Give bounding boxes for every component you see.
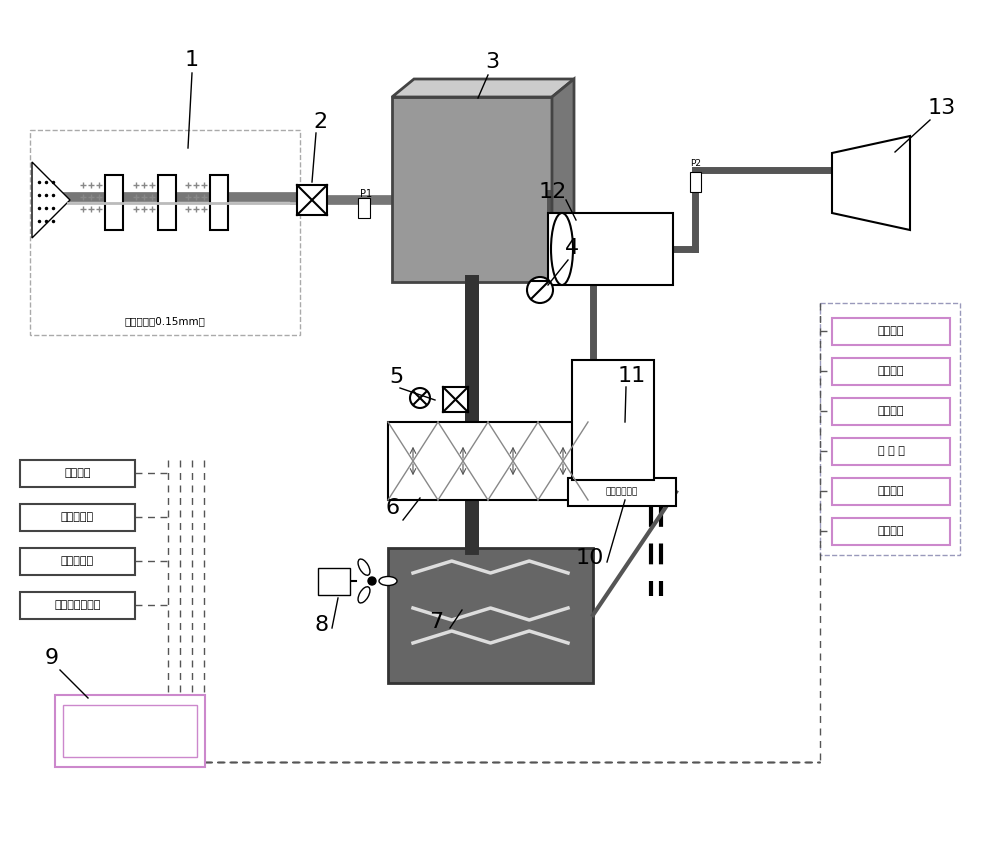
Bar — [392, 97, 552, 282]
Bar — [55, 695, 205, 767]
Bar — [832, 518, 950, 545]
Text: 进风压差: 进风压差 — [64, 468, 91, 478]
Polygon shape — [552, 79, 574, 282]
Text: 过滤系统（0.15mm）: 过滤系统（0.15mm） — [125, 316, 205, 326]
Text: 环境温度: 环境温度 — [878, 327, 904, 337]
Polygon shape — [832, 136, 910, 230]
Text: P2: P2 — [690, 159, 701, 168]
Text: 8: 8 — [315, 615, 329, 635]
Text: 13: 13 — [928, 98, 956, 118]
Bar — [832, 478, 950, 505]
Bar — [832, 318, 950, 345]
Bar — [297, 185, 327, 215]
Circle shape — [368, 577, 376, 585]
Text: 真空泵排气温度: 真空泵排气温度 — [54, 600, 101, 610]
Bar — [388, 548, 593, 683]
Text: 富氧真空度: 富氧真空度 — [61, 513, 94, 523]
Bar — [690, 172, 701, 192]
Text: 5: 5 — [389, 367, 403, 387]
Ellipse shape — [379, 577, 397, 585]
Ellipse shape — [358, 559, 370, 575]
Text: 9: 9 — [45, 648, 59, 668]
Bar — [832, 358, 950, 385]
Bar — [548, 213, 673, 285]
Text: 2: 2 — [313, 112, 327, 132]
Bar — [105, 175, 123, 230]
Bar — [832, 438, 950, 465]
Ellipse shape — [358, 587, 370, 603]
Text: 臭氧浓度: 臭氧浓度 — [878, 526, 904, 536]
Circle shape — [410, 388, 430, 408]
Circle shape — [527, 277, 553, 303]
Bar — [30, 130, 300, 335]
Bar — [388, 422, 588, 500]
Bar — [158, 175, 176, 230]
Text: 大 气 压: 大 气 压 — [878, 446, 904, 456]
Text: 3: 3 — [485, 52, 499, 72]
Bar — [210, 175, 228, 230]
Text: 7: 7 — [429, 612, 443, 632]
Text: 6: 6 — [386, 498, 400, 518]
Text: 水、气分离器: 水、气分离器 — [606, 488, 638, 497]
Text: 真空电磁阀: 真空电磁阀 — [61, 557, 94, 567]
Text: 10: 10 — [576, 548, 604, 568]
Bar — [443, 387, 468, 412]
Polygon shape — [392, 79, 574, 97]
Bar — [20, 504, 135, 531]
Bar — [63, 705, 197, 757]
Ellipse shape — [551, 213, 573, 285]
Polygon shape — [32, 162, 70, 238]
Text: 11: 11 — [618, 366, 646, 386]
Bar — [572, 360, 654, 480]
Text: 环境湿度: 环境湿度 — [878, 366, 904, 376]
Bar — [358, 198, 370, 218]
Text: 12: 12 — [539, 182, 567, 202]
Bar — [20, 592, 135, 619]
Text: 1: 1 — [185, 50, 199, 70]
Text: 海拔高度: 海拔高度 — [878, 407, 904, 417]
Bar — [568, 478, 676, 506]
Bar — [20, 460, 135, 487]
Bar — [832, 398, 950, 425]
Bar — [820, 303, 960, 555]
Bar — [20, 548, 135, 575]
Text: 4: 4 — [565, 238, 579, 258]
Text: P1: P1 — [360, 189, 372, 199]
Bar — [318, 568, 350, 595]
Text: 氧气浓度: 氧气浓度 — [878, 487, 904, 497]
